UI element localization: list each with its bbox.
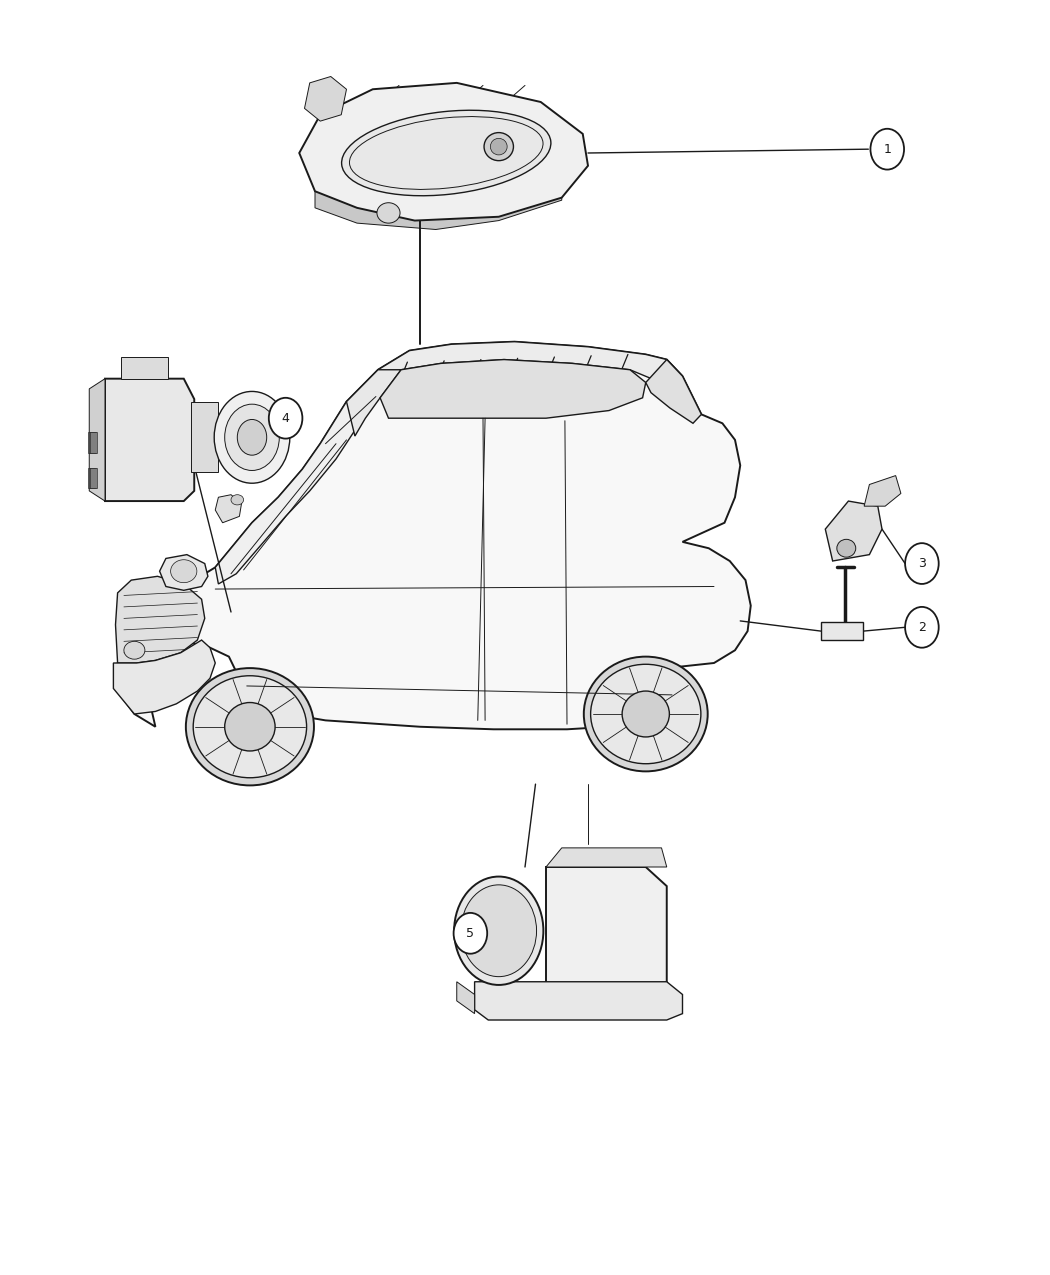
Polygon shape (546, 867, 667, 995)
Polygon shape (105, 379, 194, 501)
Text: 4: 4 (281, 412, 290, 425)
Polygon shape (215, 398, 362, 584)
Ellipse shape (584, 657, 708, 771)
Polygon shape (821, 622, 863, 640)
Ellipse shape (837, 539, 856, 557)
Ellipse shape (170, 560, 197, 583)
FancyBboxPatch shape (88, 432, 94, 453)
Ellipse shape (186, 668, 314, 785)
FancyBboxPatch shape (88, 468, 94, 488)
Ellipse shape (341, 110, 551, 196)
Circle shape (870, 129, 904, 170)
Polygon shape (346, 370, 401, 436)
Polygon shape (864, 476, 901, 506)
Circle shape (905, 607, 939, 648)
Polygon shape (380, 360, 646, 418)
Polygon shape (116, 576, 205, 663)
Polygon shape (825, 501, 882, 561)
Polygon shape (89, 379, 105, 501)
Ellipse shape (590, 664, 701, 764)
Polygon shape (191, 402, 218, 472)
Circle shape (905, 543, 939, 584)
Polygon shape (457, 982, 475, 1014)
FancyBboxPatch shape (89, 432, 96, 453)
Ellipse shape (484, 133, 513, 161)
Polygon shape (475, 982, 682, 1020)
Polygon shape (378, 342, 682, 385)
Polygon shape (121, 357, 168, 379)
Ellipse shape (124, 641, 145, 659)
Ellipse shape (455, 877, 544, 984)
Polygon shape (646, 360, 701, 423)
Polygon shape (315, 191, 562, 230)
Polygon shape (113, 640, 215, 714)
FancyBboxPatch shape (90, 468, 97, 488)
FancyBboxPatch shape (90, 432, 97, 453)
Ellipse shape (225, 404, 279, 470)
Ellipse shape (377, 203, 400, 223)
Polygon shape (546, 848, 667, 867)
Ellipse shape (490, 139, 507, 154)
Circle shape (454, 913, 487, 954)
Text: 2: 2 (918, 621, 926, 634)
Ellipse shape (237, 419, 267, 455)
Ellipse shape (193, 676, 307, 778)
Circle shape (269, 398, 302, 439)
Polygon shape (116, 342, 751, 729)
Polygon shape (304, 76, 347, 121)
Polygon shape (299, 83, 588, 221)
Ellipse shape (225, 703, 275, 751)
Polygon shape (215, 495, 242, 523)
Text: 3: 3 (918, 557, 926, 570)
Text: 1: 1 (883, 143, 891, 156)
Ellipse shape (461, 885, 537, 977)
Text: 5: 5 (466, 927, 475, 940)
Ellipse shape (214, 391, 290, 483)
Ellipse shape (622, 691, 670, 737)
Ellipse shape (231, 495, 244, 505)
FancyBboxPatch shape (89, 468, 96, 488)
Polygon shape (160, 555, 208, 590)
